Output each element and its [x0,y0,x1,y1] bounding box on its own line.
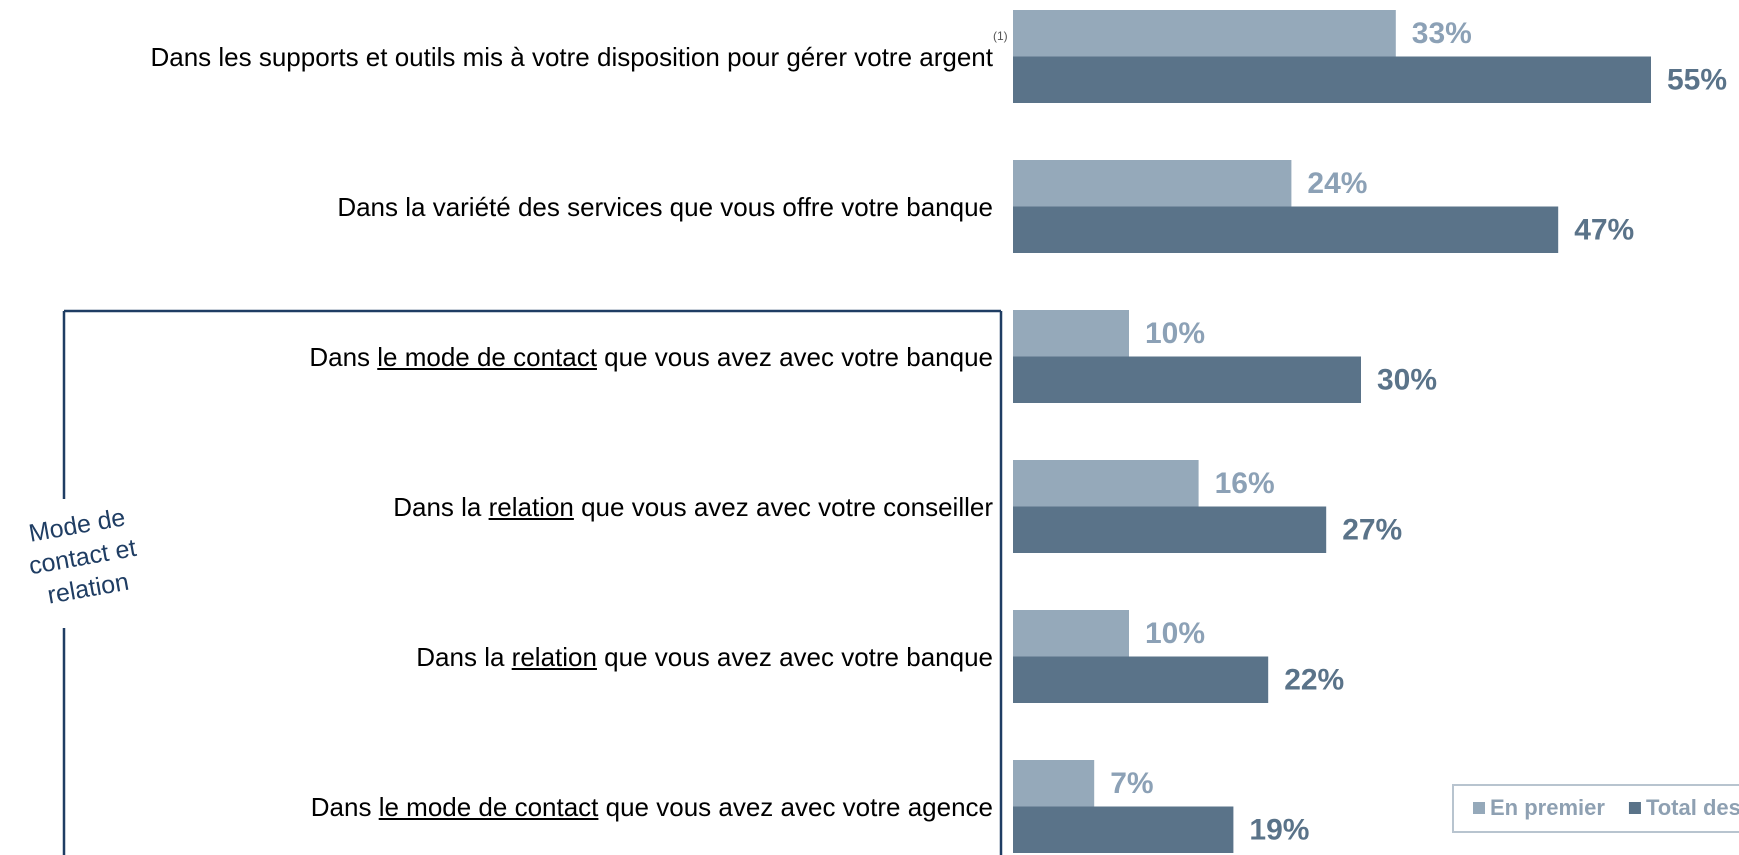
category-label: Dans la relation que vous avez avec votr… [113,490,993,524]
bar [1013,760,1095,807]
category-label: Dans les supports et outils mis à votre … [113,40,993,74]
category-label-part: le mode de contact [377,341,597,372]
category-label-part: que vous avez avec votre banque [596,641,993,672]
category-label: Dans la relation que vous avez avec votr… [113,640,993,674]
value-label: 7% [1110,767,1153,800]
value-label: 16% [1215,467,1275,500]
category-label: Dans le mode de contact que vous avez av… [113,340,993,374]
group-bracket [62,309,1003,855]
bar [1013,206,1559,253]
value-label: 24% [1307,167,1367,200]
bar [1013,56,1651,103]
legend-swatch [1628,802,1641,814]
category-label-part: relation [511,641,597,672]
bar [1013,460,1199,507]
category-label-part: que vous avez avec votre banque [596,341,993,372]
bar [1013,506,1327,553]
legend-label: En premier [1490,795,1605,820]
value-label: 10% [1145,617,1205,650]
value-label: 10% [1145,317,1205,350]
bar [1013,656,1269,703]
value-label: 22% [1284,664,1344,697]
category-label-part: Dans [309,341,378,372]
bar [1013,806,1234,853]
legend-swatch [1473,802,1485,814]
value-label: 47% [1574,214,1634,247]
value-label: 19% [1249,814,1309,847]
legend-box [1452,784,1739,833]
category-label-part: le mode de contact [378,791,599,822]
category-label-part: Dans la [393,491,489,522]
category-label: Dans le mode de contact que vous avez av… [113,790,993,824]
category-label-part: Dans [310,791,379,822]
category-label-part: Dans la [416,641,512,672]
value-label: 27% [1342,514,1402,547]
bar [1013,10,1396,57]
bar [1013,160,1292,207]
category-label-part: relation [488,491,574,522]
value-label: 33% [1412,17,1472,50]
category-label-part: Dans la variété des services que vous of… [337,191,993,222]
category-label: Dans la variété des services que vous of… [113,190,993,224]
category-label-part: Dans les supports et outils mis à votre … [150,41,993,72]
legend-label: Total des citations [1646,795,1739,820]
footnote: (1) [993,29,1008,43]
category-label-part: que vous avez avec votre conseiller [573,491,993,522]
bar [1013,356,1361,403]
bar [1013,310,1129,357]
value-label: 55% [1667,64,1727,97]
value-label: 30% [1377,364,1437,397]
bar [1013,610,1129,657]
category-label-part: que vous avez avec votre agence [598,791,993,822]
